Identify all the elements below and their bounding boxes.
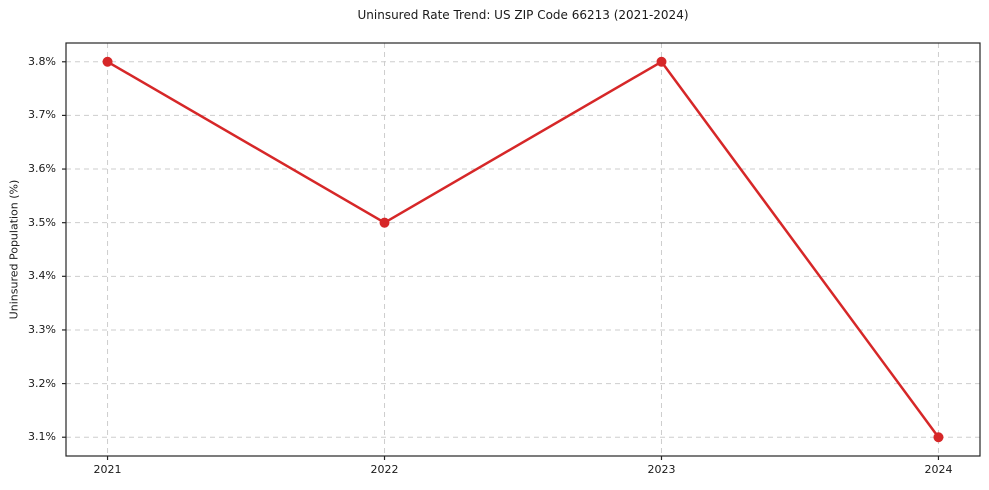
trend-line: [106, 60, 940, 439]
chart-title: Uninsured Rate Trend: US ZIP Code 66213 …: [357, 8, 689, 22]
x-tick-label: 2023: [647, 463, 676, 476]
plot-border: [65, 42, 981, 457]
y-tick-label: 3.5%: [28, 215, 56, 229]
y-tick-label: 3.4%: [28, 269, 56, 283]
data-point-marker: [656, 56, 667, 67]
y-tick-label: 3.7%: [28, 108, 56, 122]
y-tick-label: 3.3%: [28, 322, 56, 336]
x-tick-label: 2022: [370, 463, 399, 476]
y-tick-label: 3.1%: [28, 430, 56, 444]
x-tick-label: 2021: [93, 463, 122, 476]
x-tick-label: 2024: [924, 463, 953, 476]
y-tick-label: 3.2%: [28, 376, 56, 390]
data-point-marker: [379, 217, 390, 228]
data-point-marker: [933, 432, 944, 443]
y-tick-label: 3.6%: [28, 162, 56, 176]
y-tick-label: 3.8%: [28, 54, 56, 68]
data-point-marker: [102, 56, 113, 67]
